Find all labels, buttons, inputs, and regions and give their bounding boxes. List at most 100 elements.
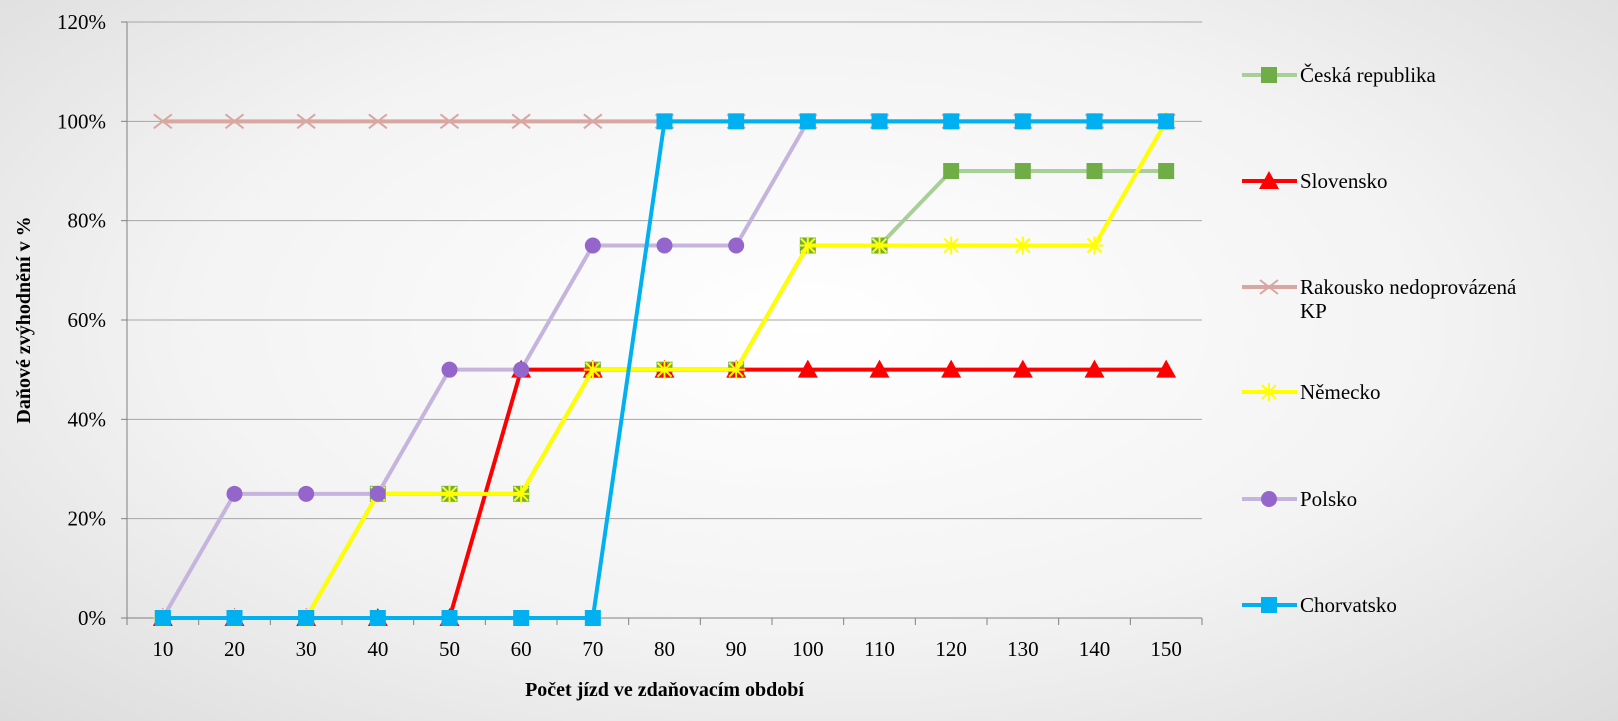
- series-5-point: [943, 113, 960, 130]
- series-2-point: [368, 113, 388, 130]
- series-0-point: [943, 163, 960, 179]
- y-tick-label: 120%: [57, 10, 106, 34]
- series-2-point: [583, 113, 603, 130]
- legend-item: Slovensko: [1242, 169, 1388, 193]
- x-tick-label: 10: [152, 637, 173, 661]
- series-5-point: [1158, 113, 1175, 130]
- series-group: [152, 112, 1177, 627]
- series-4-point: [513, 361, 530, 378]
- series-1-point: [1012, 359, 1033, 378]
- legend-swatch-marker: [1261, 67, 1277, 83]
- x-axis-title: Počet jízd ve zdaňovacím období: [525, 679, 804, 701]
- y-tick-label: 20%: [68, 507, 107, 531]
- series-2-point: [439, 113, 460, 130]
- series-5-point: [1086, 113, 1103, 130]
- series-0: [154, 163, 1175, 626]
- x-tick-label: 100: [792, 637, 824, 661]
- series-5-point: [226, 610, 243, 626]
- series-5-point: [1014, 113, 1031, 130]
- series-3-point: [1013, 236, 1032, 255]
- axes: 0% 20% 40% 60% 80% 100% 120% 10 20 30 40 50 60 70 80 90…: [57, 10, 1203, 661]
- series-4-point: [656, 237, 673, 254]
- series-0-point: [1014, 163, 1031, 179]
- series-3-point: [583, 360, 602, 379]
- series-5-point: [584, 610, 601, 626]
- gridlines: [127, 21, 1202, 520]
- series-3-point: [870, 236, 889, 255]
- series-3-point: [1085, 236, 1104, 255]
- legend-label-line: Rakousko nedoprovázená: [1300, 275, 1517, 299]
- series-5-point: [154, 610, 171, 626]
- x-tick-label: 40: [367, 637, 388, 661]
- x-tick-label: 50: [439, 637, 460, 661]
- legend-swatch-marker: [1259, 171, 1279, 189]
- y-tick-label: 100%: [57, 109, 106, 133]
- series-4-point: [728, 237, 745, 254]
- series-2-point: [296, 113, 316, 130]
- series-1-point: [869, 359, 890, 378]
- legend-item: Německo: [1242, 380, 1380, 404]
- legend-item: Česká republika: [1242, 63, 1437, 87]
- series-3-point: [942, 236, 961, 255]
- series-5-point: [656, 113, 673, 130]
- series-3-point: [727, 360, 746, 379]
- series-5-point: [513, 610, 530, 626]
- series-5-point: [799, 113, 816, 130]
- series-3-point: [440, 484, 459, 503]
- legend-item: Chorvatsko: [1242, 593, 1397, 617]
- series-2-point: [153, 113, 173, 130]
- legend-item: Rakousko nedoprovázená KP: [1242, 275, 1517, 323]
- legend-swatch-marker: [1261, 597, 1277, 613]
- series-1-point: [1156, 359, 1177, 378]
- legend-label: Chorvatsko: [1300, 593, 1397, 617]
- y-axis-title: Daňové zvýhodnění v %: [13, 216, 35, 423]
- series-5-point: [298, 610, 315, 626]
- y-tick-label: 60%: [68, 308, 107, 332]
- y-tick-label: 0%: [78, 606, 106, 630]
- series-4-point: [441, 361, 458, 378]
- series-1-point: [1084, 359, 1105, 378]
- series-4-point: [369, 485, 386, 502]
- legend-label: Rakousko nedoprovázená KP: [1300, 275, 1517, 323]
- y-tick-label: 40%: [68, 407, 107, 431]
- series-0-point: [1158, 163, 1175, 179]
- series-4-point: [226, 485, 243, 502]
- y-tick-label: 80%: [68, 209, 107, 233]
- series-3-point: [655, 360, 674, 379]
- x-tick-label: 70: [582, 637, 603, 661]
- legend-item: Polsko: [1242, 487, 1357, 511]
- legend-label: Polsko: [1300, 487, 1357, 511]
- series-4-point: [584, 237, 601, 254]
- legend-swatch-marker: [1261, 491, 1277, 507]
- series-5-point: [728, 113, 745, 130]
- x-tick-label: 30: [296, 637, 317, 661]
- series-2-point: [224, 113, 245, 130]
- series-0-point: [1086, 163, 1103, 179]
- legend: Česká republika Slovensko Rakousko nedopro…: [1242, 63, 1517, 617]
- x-tick-label: 90: [726, 637, 747, 661]
- series-5-point: [871, 113, 888, 130]
- legend-label: Slovensko: [1300, 169, 1388, 193]
- legend-label: Německo: [1300, 380, 1380, 404]
- legend-label-line: KP: [1300, 299, 1327, 323]
- series-1-point: [941, 359, 962, 378]
- x-tick-label: 150: [1150, 637, 1182, 661]
- x-tick-label: 80: [654, 637, 675, 661]
- series-4-point: [298, 485, 315, 502]
- series-3-point: [798, 236, 817, 255]
- x-tick-label: 60: [511, 637, 532, 661]
- x-tick-label: 120: [935, 637, 967, 661]
- series-5: [154, 113, 1175, 626]
- series-5-point: [441, 610, 458, 626]
- series-3-point: [512, 484, 531, 503]
- series-1-point: [797, 359, 818, 378]
- series-2-point: [511, 113, 531, 130]
- x-tick-label: 20: [224, 637, 245, 661]
- legend-swatch-marker: [1259, 279, 1279, 295]
- x-tick-label: 110: [864, 637, 895, 661]
- series-5-point: [369, 610, 386, 626]
- legend-label: Česká republika: [1300, 63, 1437, 87]
- x-tick-label: 140: [1079, 637, 1111, 661]
- x-tick-label: 130: [1007, 637, 1039, 661]
